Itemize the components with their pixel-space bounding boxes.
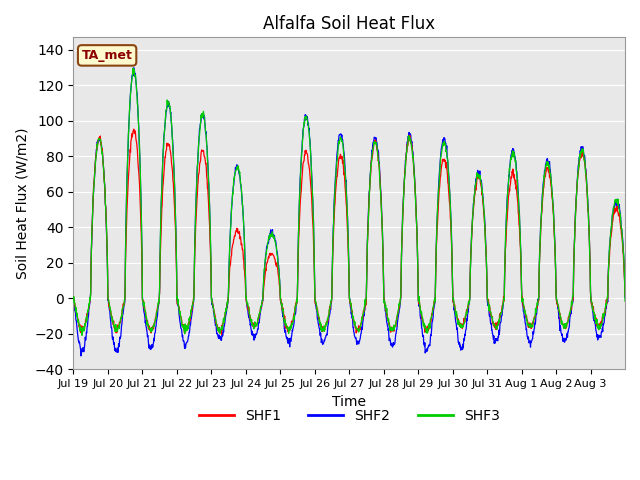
SHF2 <box>561 339 568 345</box>
SHF1 <box>218 332 225 337</box>
Line: SHF2: SHF2 <box>74 68 625 356</box>
Text: TA_met: TA_met <box>82 49 132 62</box>
SHF3 <box>325 312 333 318</box>
Line: SHF3: SHF3 <box>74 68 625 336</box>
SHF1 <box>561 323 568 328</box>
SHF3 <box>70 298 77 303</box>
SHF3 <box>78 333 86 338</box>
SHF1 <box>614 213 622 219</box>
SHF3 <box>157 235 164 240</box>
SHF1 <box>325 312 333 318</box>
SHF2 <box>480 207 488 213</box>
SHF3 <box>621 298 629 304</box>
SHF3 <box>614 204 622 209</box>
SHF3 <box>561 324 568 330</box>
SHF2 <box>621 295 629 300</box>
X-axis label: Time: Time <box>332 395 366 408</box>
Title: Alfalfa Soil Heat Flux: Alfalfa Soil Heat Flux <box>263 15 435 33</box>
SHF3 <box>129 65 137 71</box>
SHF1 <box>70 293 77 299</box>
SHF2 <box>70 294 77 300</box>
SHF1 <box>335 155 343 160</box>
SHF2 <box>157 236 164 242</box>
SHF2 <box>130 65 138 71</box>
SHF2 <box>325 315 333 321</box>
SHF2 <box>335 132 343 138</box>
SHF3 <box>335 141 343 147</box>
Legend: SHF1, SHF2, SHF3: SHF1, SHF2, SHF3 <box>193 404 505 429</box>
Y-axis label: Soil Heat Flux (W/m2): Soil Heat Flux (W/m2) <box>15 128 29 279</box>
SHF1 <box>156 262 164 267</box>
SHF2 <box>77 353 84 359</box>
SHF1 <box>130 126 138 132</box>
Line: SHF1: SHF1 <box>74 129 625 335</box>
SHF2 <box>614 202 622 208</box>
SHF3 <box>480 206 488 212</box>
SHF1 <box>480 210 488 216</box>
SHF1 <box>621 293 629 299</box>
